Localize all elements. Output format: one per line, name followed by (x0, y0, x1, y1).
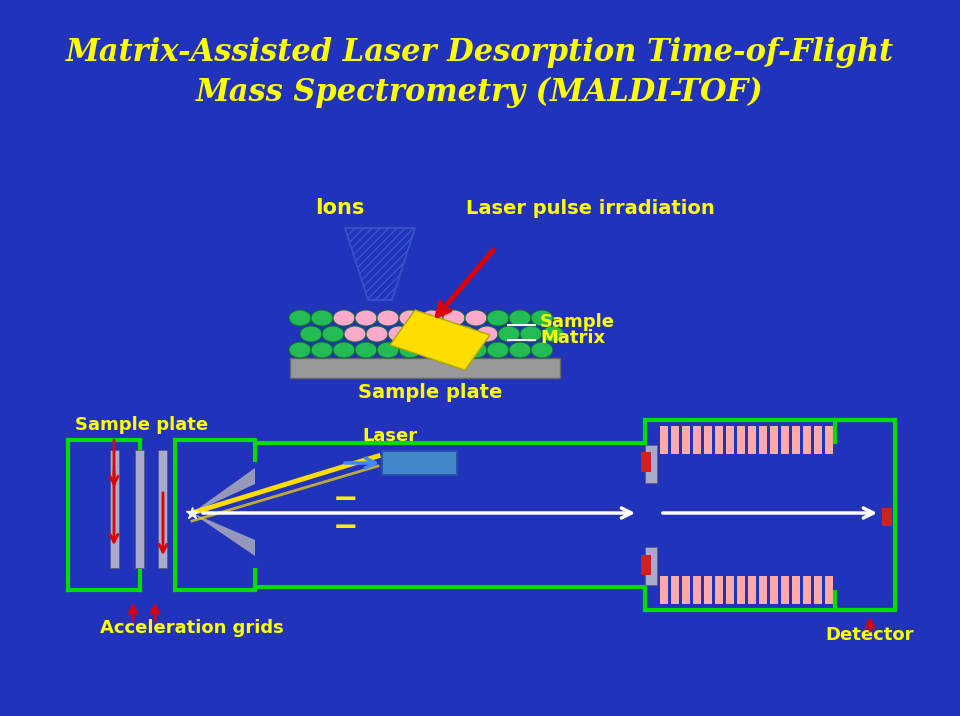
Bar (781, 576, 789, 604)
Ellipse shape (333, 310, 355, 326)
Bar (110, 450, 119, 568)
Ellipse shape (355, 310, 377, 326)
Ellipse shape (509, 310, 531, 326)
Bar (135, 450, 144, 568)
Bar (770, 576, 778, 604)
Ellipse shape (289, 342, 311, 358)
Bar (825, 576, 833, 604)
Bar (882, 508, 892, 526)
Bar (803, 576, 811, 604)
Ellipse shape (322, 326, 344, 342)
Text: Mass Spectrometry (MALDI-TOF): Mass Spectrometry (MALDI-TOF) (196, 77, 764, 107)
Ellipse shape (476, 326, 498, 342)
Polygon shape (192, 513, 255, 556)
Ellipse shape (432, 326, 454, 342)
Polygon shape (192, 468, 255, 513)
Bar (814, 576, 822, 604)
Bar (825, 426, 833, 454)
Bar (704, 426, 712, 454)
Text: Laser: Laser (363, 427, 418, 445)
Ellipse shape (344, 326, 366, 342)
Ellipse shape (465, 310, 487, 326)
Bar (641, 555, 651, 575)
Bar (726, 426, 734, 454)
Ellipse shape (487, 342, 509, 358)
Bar (641, 452, 651, 472)
Bar (290, 358, 560, 378)
Bar (682, 426, 690, 454)
Text: Matrix-Assisted Laser Desorption Time-of-Flight: Matrix-Assisted Laser Desorption Time-of… (66, 37, 894, 67)
Text: −: − (332, 485, 358, 515)
Text: Acceleration grids: Acceleration grids (100, 619, 284, 637)
Ellipse shape (410, 326, 432, 342)
Bar (693, 426, 701, 454)
Ellipse shape (399, 310, 421, 326)
Bar (737, 576, 745, 604)
Ellipse shape (454, 326, 476, 342)
Text: Laser pulse irradiation: Laser pulse irradiation (466, 198, 714, 218)
Bar (382, 451, 457, 475)
Ellipse shape (465, 342, 487, 358)
Bar (792, 426, 800, 454)
Text: Sample plate: Sample plate (358, 384, 502, 402)
Bar (814, 426, 822, 454)
Ellipse shape (388, 326, 410, 342)
Ellipse shape (311, 342, 333, 358)
Ellipse shape (333, 342, 355, 358)
Bar (748, 576, 756, 604)
Text: Ions: Ions (315, 198, 365, 218)
Bar (671, 426, 679, 454)
Bar (704, 576, 712, 604)
Ellipse shape (421, 342, 443, 358)
Ellipse shape (498, 326, 520, 342)
Bar (759, 576, 767, 604)
Ellipse shape (531, 342, 553, 358)
Ellipse shape (421, 310, 443, 326)
Text: −: − (332, 513, 358, 541)
Text: Detector: Detector (826, 626, 914, 644)
Bar (660, 426, 668, 454)
Ellipse shape (399, 342, 421, 358)
Ellipse shape (311, 310, 333, 326)
Bar (759, 426, 767, 454)
Ellipse shape (377, 310, 399, 326)
Ellipse shape (377, 342, 399, 358)
Bar (715, 576, 723, 604)
Ellipse shape (443, 310, 465, 326)
Ellipse shape (289, 310, 311, 326)
Bar (682, 576, 690, 604)
Ellipse shape (355, 342, 377, 358)
Bar (645, 547, 657, 585)
Ellipse shape (366, 326, 388, 342)
Ellipse shape (542, 326, 564, 342)
Bar (781, 426, 789, 454)
Bar (748, 426, 756, 454)
Bar (737, 426, 745, 454)
Ellipse shape (531, 310, 553, 326)
Bar (803, 426, 811, 454)
Ellipse shape (487, 310, 509, 326)
Ellipse shape (509, 342, 531, 358)
Text: Sample: Sample (540, 313, 615, 331)
Bar (726, 576, 734, 604)
Bar (645, 445, 657, 483)
Ellipse shape (300, 326, 322, 342)
Bar (660, 576, 668, 604)
Bar (693, 576, 701, 604)
Bar (671, 576, 679, 604)
Bar (715, 426, 723, 454)
Bar (792, 576, 800, 604)
Bar (158, 450, 167, 568)
Polygon shape (390, 310, 490, 370)
Text: Sample plate: Sample plate (75, 416, 208, 434)
Text: Matrix: Matrix (540, 329, 605, 347)
Ellipse shape (443, 342, 465, 358)
Bar (770, 426, 778, 454)
Ellipse shape (520, 326, 542, 342)
